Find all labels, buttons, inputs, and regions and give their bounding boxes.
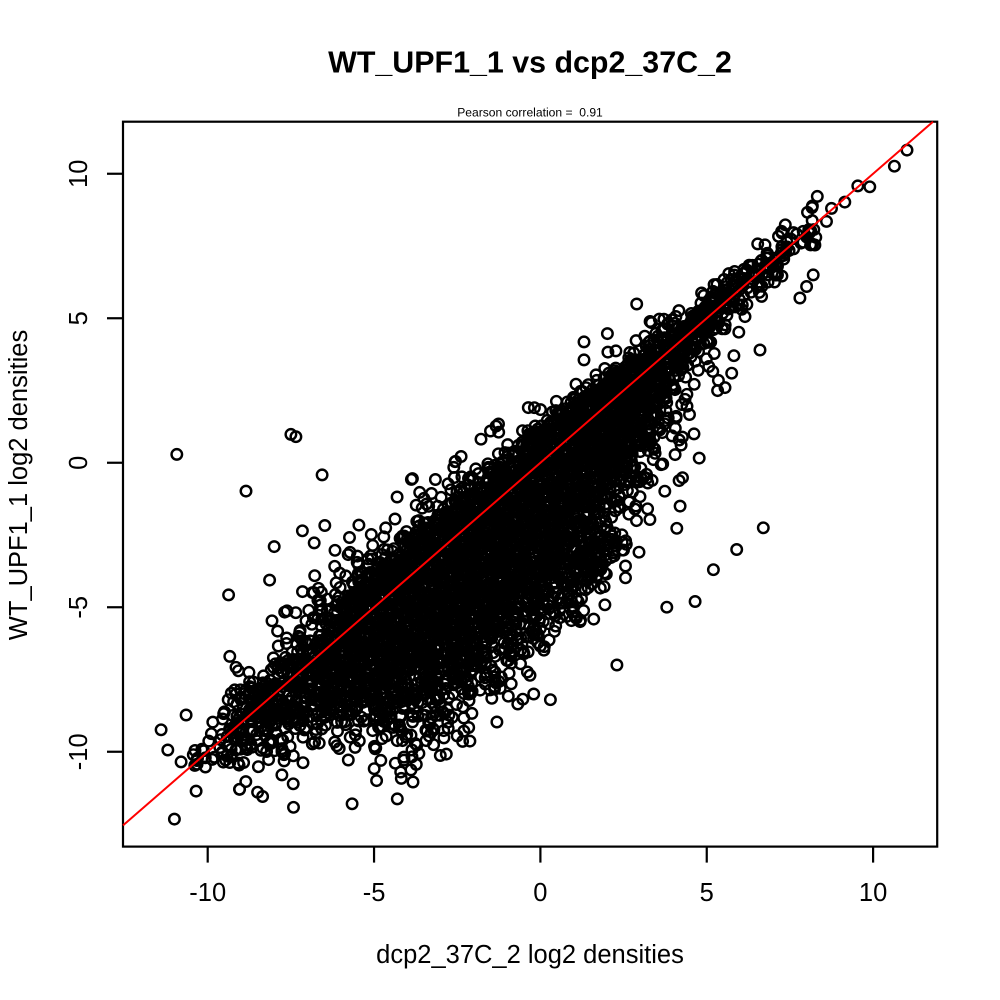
svg-text:-10: -10 (189, 879, 226, 907)
svg-text:-5: -5 (65, 596, 93, 619)
svg-text:WT_UPF1_1 log2 densities: WT_UPF1_1 log2 densities (5, 330, 33, 640)
svg-text:-10: -10 (65, 733, 93, 770)
svg-text:dcp2_37C_2 log2 densities: dcp2_37C_2 log2 densities (376, 941, 684, 969)
svg-text:0: 0 (533, 879, 547, 907)
svg-text:Pearson correlation = 0.91: Pearson correlation = 0.91 (457, 106, 603, 120)
svg-text:0: 0 (65, 456, 93, 470)
svg-text:-5: -5 (363, 879, 386, 907)
svg-text:WT_UPF1_1 vs dcp2_37C_2: WT_UPF1_1 vs dcp2_37C_2 (328, 46, 732, 80)
svg-text:5: 5 (700, 879, 714, 907)
svg-text:5: 5 (65, 311, 93, 325)
svg-text:10: 10 (859, 879, 887, 907)
svg-text:10: 10 (65, 160, 93, 188)
